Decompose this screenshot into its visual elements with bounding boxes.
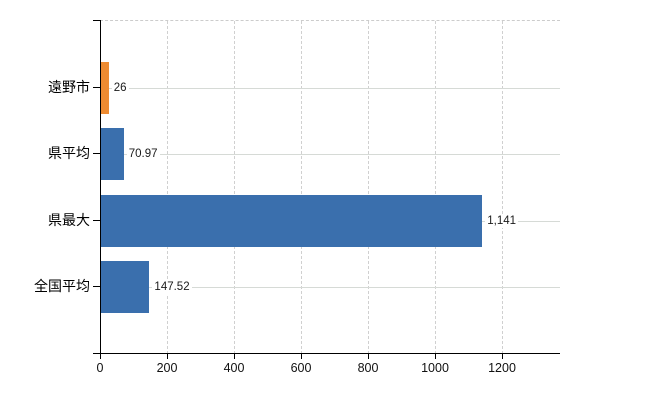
category-label: 県平均 [48,145,90,162]
x-tick-label: 800 [357,361,379,375]
value-label: 147.52 [152,280,192,295]
y-tick [93,153,100,154]
value-label: 26 [111,80,129,95]
x-tick-label: 0 [96,361,104,375]
bar-1 [100,62,109,114]
x-gridline [301,21,303,354]
x-gridline [502,21,504,354]
x-gridline [368,21,370,354]
y-axis [100,20,101,353]
x-tick [167,353,168,359]
x-tick-label: 400 [223,361,245,375]
category-gridline [100,88,560,89]
category-label: 遠野市 [48,78,90,95]
x-tick-label: 1200 [488,361,516,375]
x-gridline [234,21,235,354]
y-tick [93,220,100,221]
x-tick [502,353,503,359]
bar-4 [100,261,150,313]
y-axis-end-tick [93,20,100,21]
value-label: 1,141 [485,213,519,228]
y-tick [93,87,100,88]
category-label: 県最大 [48,211,90,228]
category-label: 全国平均 [34,278,90,295]
x-tick [301,353,302,359]
bar-2 [100,128,124,180]
x-tick-label: 200 [156,361,178,375]
x-tick [368,353,369,359]
x-tick [234,353,235,359]
x-tick [100,353,101,359]
x-gridline [167,21,168,354]
x-axis [93,353,560,354]
x-tick [435,353,436,359]
category-gridline [100,287,560,288]
x-gridline [435,21,437,354]
value-label: 70.97 [126,147,160,162]
category-gridline [100,154,560,155]
x-tick-label: 1000 [421,361,449,375]
plot-area: 26 70.97 1,141 147.52 [100,20,560,354]
x-tick-label: 600 [290,361,312,375]
bar-3 [100,195,483,247]
y-tick [93,286,100,287]
